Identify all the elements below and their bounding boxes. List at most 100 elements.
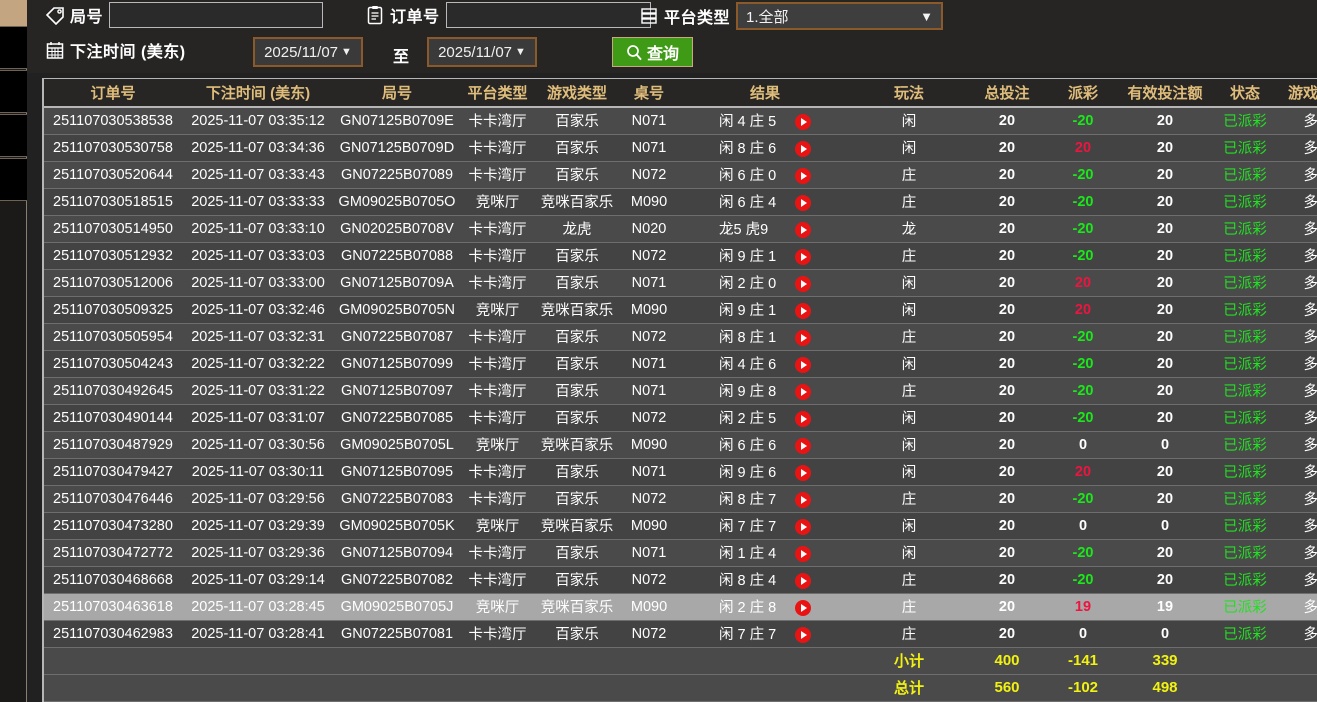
result-text: 闲 9 庄 8 bbox=[718, 384, 777, 400]
cell-play: 闲 bbox=[851, 296, 967, 324]
play-replay-icon[interactable] bbox=[795, 303, 812, 320]
table-row[interactable]: 251107030512006 2025-11-07 03:33:00 GN0712… bbox=[44, 269, 1317, 297]
date-from-picker[interactable]: 2025/11/07 ▼ bbox=[253, 37, 363, 67]
summary-spacer bbox=[1211, 674, 1279, 702]
play-replay-icon[interactable] bbox=[795, 357, 812, 374]
play-replay-icon[interactable] bbox=[795, 546, 812, 563]
cell-payout: -20 bbox=[1047, 242, 1119, 270]
play-replay-icon[interactable] bbox=[795, 600, 812, 617]
rail-tab-handle[interactable] bbox=[0, 0, 36, 26]
table-row[interactable]: 251107030505954 2025-11-07 03:32:31 GN0722… bbox=[44, 323, 1317, 351]
cell-status: 已派彩 bbox=[1211, 188, 1279, 216]
play-replay-icon[interactable] bbox=[795, 519, 812, 536]
play-replay-icon[interactable] bbox=[795, 627, 812, 644]
col-round-no[interactable]: 局号 bbox=[334, 79, 460, 108]
cell-valid-bet: 20 bbox=[1119, 377, 1211, 405]
cell-table-no: N071 bbox=[619, 350, 679, 378]
rail-slot-4[interactable] bbox=[0, 158, 27, 201]
round-no-input[interactable] bbox=[110, 3, 323, 27]
cell-bet-time: 2025-11-07 03:34:36 bbox=[182, 134, 334, 162]
field-platform-type: 平台类型 1.全部 ▼ bbox=[639, 2, 944, 30]
col-table-no[interactable]: 桌号 bbox=[619, 79, 679, 108]
play-replay-icon[interactable] bbox=[795, 195, 812, 212]
play-replay-icon[interactable] bbox=[795, 114, 812, 131]
cell-result: 闲 8 庄 4 bbox=[679, 566, 851, 594]
date-to-picker[interactable]: 2025/11/07 ▼ bbox=[427, 37, 537, 67]
table-row[interactable]: 251107030462983 2025-11-07 03:28:41 GN0722… bbox=[44, 620, 1317, 648]
col-payout[interactable]: 派彩 bbox=[1047, 79, 1119, 108]
col-status[interactable]: 状态 bbox=[1211, 79, 1279, 108]
play-replay-icon[interactable] bbox=[795, 573, 812, 590]
play-replay-icon[interactable] bbox=[795, 276, 812, 293]
summary-row: 总计 560 -102 498 bbox=[44, 674, 1317, 702]
platform-type-select[interactable]: 1.全部 ▼ bbox=[736, 2, 944, 30]
round-no-input-box[interactable] bbox=[109, 2, 324, 28]
cell-game-type: 百家乐 bbox=[535, 620, 619, 648]
tag-icon bbox=[45, 5, 65, 25]
table-row[interactable]: 251107030530758 2025-11-07 03:34:36 GN0712… bbox=[44, 134, 1317, 162]
cell-payout: -20 bbox=[1047, 188, 1119, 216]
cell-platform: 卡卡湾厅 bbox=[460, 134, 535, 162]
play-replay-icon[interactable] bbox=[795, 384, 812, 401]
table-row[interactable]: 251107030479427 2025-11-07 03:30:11 GN0712… bbox=[44, 458, 1317, 486]
cell-order-no: 251107030487929 bbox=[44, 431, 182, 459]
table-row[interactable]: 251107030472772 2025-11-07 03:29:36 GN0712… bbox=[44, 539, 1317, 567]
rail-slot-1[interactable] bbox=[0, 26, 27, 69]
play-replay-icon[interactable] bbox=[795, 465, 812, 482]
table-row[interactable]: 251107030518515 2025-11-07 03:33:33 GM0902… bbox=[44, 188, 1317, 216]
col-order-no[interactable]: 订单号 bbox=[44, 79, 182, 108]
col-total-bet[interactable]: 总投注 bbox=[967, 79, 1047, 108]
table-row[interactable]: 251107030468668 2025-11-07 03:29:14 GN0722… bbox=[44, 566, 1317, 594]
table-row[interactable]: 251107030520644 2025-11-07 03:33:43 GN0722… bbox=[44, 161, 1317, 189]
col-valid-bet[interactable]: 有效投注额 bbox=[1119, 79, 1211, 108]
play-replay-icon[interactable] bbox=[795, 168, 812, 185]
table-row[interactable]: 251107030504243 2025-11-07 03:32:22 GN0712… bbox=[44, 350, 1317, 378]
play-replay-icon[interactable] bbox=[795, 249, 812, 266]
cell-bet-time: 2025-11-07 03:33:10 bbox=[182, 215, 334, 243]
query-button[interactable]: 查询 bbox=[612, 37, 693, 67]
cell-order-no: 251107030514950 bbox=[44, 215, 182, 243]
play-replay-icon[interactable] bbox=[795, 411, 812, 428]
cell-game-mode: 多台 bbox=[1279, 539, 1317, 567]
table-row[interactable]: 251107030473280 2025-11-07 03:29:39 GM0902… bbox=[44, 512, 1317, 540]
table-row[interactable]: 251107030509325 2025-11-07 03:32:46 GM0902… bbox=[44, 296, 1317, 324]
play-replay-icon[interactable] bbox=[795, 438, 812, 455]
order-no-input[interactable] bbox=[446, 3, 650, 27]
table-row[interactable]: 251107030492645 2025-11-07 03:31:22 GN0712… bbox=[44, 377, 1317, 405]
cell-game-mode: 多台 bbox=[1279, 188, 1317, 216]
col-platform[interactable]: 平台类型 bbox=[460, 79, 535, 108]
table-row[interactable]: 251107030514950 2025-11-07 03:33:10 GN0202… bbox=[44, 215, 1317, 243]
table-row[interactable]: 251107030487929 2025-11-07 03:30:56 GM0902… bbox=[44, 431, 1317, 459]
table-row[interactable]: 251107030538538 2025-11-07 03:35:12 GN0712… bbox=[44, 107, 1317, 135]
result-text: 闲 6 庄 0 bbox=[718, 168, 777, 184]
play-replay-icon[interactable] bbox=[795, 492, 812, 509]
table-row[interactable]: 251107030512932 2025-11-07 03:33:03 GN0722… bbox=[44, 242, 1317, 270]
cell-total-bet: 20 bbox=[967, 161, 1047, 189]
cell-game-mode: 多台 bbox=[1279, 566, 1317, 594]
table-row[interactable]: 251107030490144 2025-11-07 03:31:07 GN0722… bbox=[44, 404, 1317, 432]
play-replay-icon[interactable] bbox=[795, 330, 812, 347]
col-result[interactable]: 结果 bbox=[679, 79, 851, 108]
cell-platform: 卡卡湾厅 bbox=[460, 377, 535, 405]
cell-valid-bet: 20 bbox=[1119, 566, 1211, 594]
col-game-type[interactable]: 游戏类型 bbox=[535, 79, 619, 108]
col-game-mode[interactable]: 游戏模式 bbox=[1279, 79, 1317, 108]
order-no-input-box[interactable] bbox=[445, 2, 651, 28]
cell-play: 闲 bbox=[851, 107, 967, 135]
cell-valid-bet: 20 bbox=[1119, 269, 1211, 297]
rail-slot-2[interactable] bbox=[0, 70, 27, 113]
rail-slot-3[interactable] bbox=[0, 114, 27, 157]
field-bet-time: 下注时间 (美东) bbox=[45, 38, 186, 62]
table-row[interactable]: 251107030476446 2025-11-07 03:29:56 GN0722… bbox=[44, 485, 1317, 513]
summary-spacer bbox=[1279, 647, 1317, 675]
col-bet-time[interactable]: 下注时间 (美东) bbox=[182, 79, 334, 108]
table-header-row: 订单号 下注时间 (美东) 局号 平台类型 游戏类型 桌号 结果 玩法 总投注 … bbox=[44, 79, 1317, 108]
table-row[interactable]: 251107030463618 2025-11-07 03:28:45 GM0902… bbox=[44, 593, 1317, 621]
summary-label: 总计 bbox=[851, 674, 967, 702]
cell-round-no: GN07125B07094 bbox=[334, 539, 460, 567]
play-replay-icon[interactable] bbox=[795, 141, 812, 158]
play-replay-icon[interactable] bbox=[795, 222, 812, 239]
col-play[interactable]: 玩法 bbox=[851, 79, 967, 108]
cell-valid-bet: 0 bbox=[1119, 512, 1211, 540]
cell-platform: 卡卡湾厅 bbox=[460, 620, 535, 648]
